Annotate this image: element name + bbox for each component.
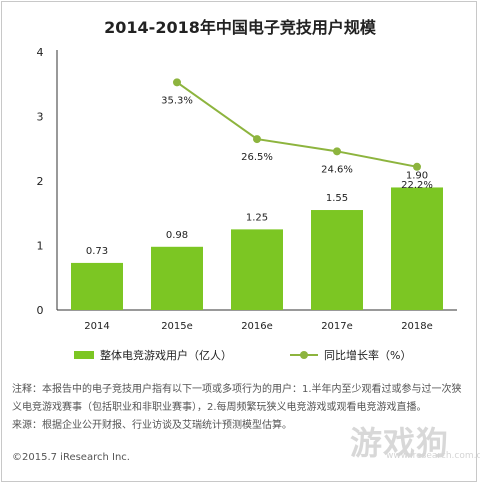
watermark-url: www.iresearch.com.cn — [386, 451, 480, 461]
growth-value-label: 22.2% — [401, 180, 433, 191]
bar — [311, 210, 363, 310]
chart-area: 0 1 2 3 4 0.73 0.98 1.25 1.55 1.90 2014 2015e 2016e 2… — [37, 46, 457, 332]
y-tick-label: 3 — [37, 111, 44, 124]
x-tick-label: 2014 — [84, 321, 109, 332]
footnote-line-3: 来源：根据企业公开财报、行业访谈及艾瑞统计预测模型估算。 — [12, 420, 292, 431]
bar-value-label: 1.90 — [406, 170, 428, 181]
legend-item-bar: 整体电竞游戏用户（亿人） — [74, 347, 232, 363]
chart-title: 2014-2018年中国电子竞技用户规模 — [104, 18, 376, 37]
x-tick-label: 2016e — [241, 321, 273, 332]
watermark-logo: 游戏狗 www.iresearch.com.cn — [350, 418, 480, 464]
legend-line-swatch — [290, 350, 318, 360]
footnote: 注释：本报告中的电子竞技用户指有以下一项或多项行为的用户：1.半年内至少观看过或… — [12, 381, 468, 435]
growth-point — [413, 162, 421, 171]
legend-item-line: 同比增长率（%） — [290, 347, 411, 363]
watermark-logo-text: 游戏狗 — [350, 424, 450, 462]
legend-line-label: 同比增长率（%） — [324, 349, 412, 362]
growth-value-label: 24.6% — [321, 164, 353, 175]
growth-point — [333, 147, 341, 156]
bar — [391, 187, 443, 310]
y-tick-label: 2 — [37, 175, 44, 188]
y-tick-label: 1 — [37, 240, 44, 253]
growth-point — [253, 135, 261, 144]
bar — [231, 229, 283, 310]
growth-series-line — [176, 81, 418, 168]
x-tick-label: 2017e — [321, 321, 353, 332]
y-tick-label: 4 — [37, 46, 44, 59]
bar-value-label: 0.73 — [86, 246, 108, 257]
bar-value-label: 1.25 — [246, 212, 268, 223]
growth-point — [173, 78, 181, 87]
legend-bar-swatch — [74, 351, 94, 359]
bar-value-label: 0.98 — [166, 230, 188, 241]
x-tick-label: 2015e — [161, 321, 193, 332]
growth-value-label: 26.5% — [241, 152, 273, 163]
copyright-text: ©2015.7 iResearch Inc. — [12, 452, 130, 463]
footnote-line-2: 义电竞游戏赛事（包括职业和非职业赛事），2.每周频繁玩狭义电竞游戏或观看电竞游戏… — [12, 402, 427, 413]
bar — [151, 246, 203, 310]
chart-legend: 整体电竞游戏用户（亿人） 同比增长率（%） — [0, 347, 480, 365]
y-tick-label: 0 — [37, 304, 44, 317]
bar-value-label: 1.55 — [326, 193, 348, 204]
legend-bar-label: 整体电竞游戏用户（亿人） — [100, 349, 232, 362]
footnote-line-1: 注释：本报告中的电子竞技用户指有以下一项或多项行为的用户：1.半年内至少观看过或… — [12, 384, 462, 395]
x-tick-label: 2018e — [401, 321, 433, 332]
bar — [71, 262, 123, 310]
growth-value-label: 35.3% — [161, 95, 193, 106]
